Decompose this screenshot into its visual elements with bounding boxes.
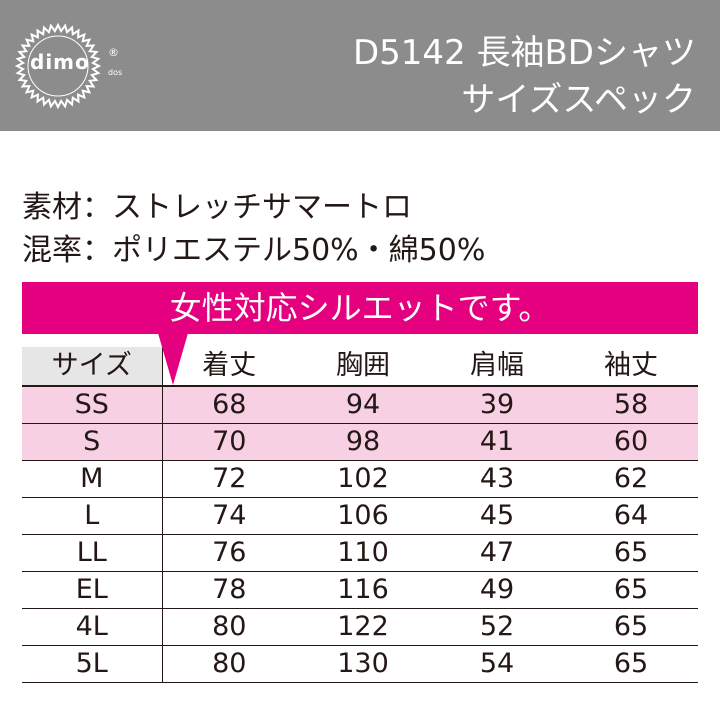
header-shoulder: 肩幅	[430, 347, 564, 387]
cell-shoulder: 45	[430, 497, 564, 535]
cell-length: 80	[162, 645, 296, 683]
cell-sleeve: 65	[564, 571, 698, 609]
cell-chest: 98	[296, 423, 430, 461]
cell-chest: 110	[296, 534, 430, 572]
table-row: S 70 98 41 60	[22, 423, 698, 461]
header-size: サイズ	[22, 347, 163, 387]
page-subtitle: サイズスペック	[461, 80, 696, 120]
cell-chest: 130	[296, 645, 430, 683]
header-bar: dimo ® dos D5142 長袖BDシャツ サイズスペック	[0, 0, 720, 131]
table-row: 5L 80 130 54 65	[22, 645, 698, 683]
cell-length: 68	[162, 386, 296, 424]
banner-pointer-icon	[158, 333, 188, 385]
cell-length: 74	[162, 497, 296, 535]
cell-chest: 94	[296, 386, 430, 424]
cell-shoulder: 39	[430, 386, 564, 424]
cell-chest: 106	[296, 497, 430, 535]
product-title: D5142 長袖BDシャツ	[352, 33, 696, 73]
cell-sleeve: 65	[564, 608, 698, 646]
cell-length: 78	[162, 571, 296, 609]
size-spec-table: サイズ 着丈 胸囲 肩幅 袖丈 SS 68 94 39 58 S 70 98 41 60 M 72 10…	[22, 347, 698, 683]
cell-sleeve: 62	[564, 460, 698, 498]
cell-size: L	[22, 497, 163, 535]
cell-size: EL	[22, 571, 163, 609]
cell-size: 5L	[22, 645, 163, 683]
cell-length: 80	[162, 608, 296, 646]
cell-size: 4L	[22, 608, 163, 646]
cell-shoulder: 41	[430, 423, 564, 461]
brand-sub: dos	[108, 68, 123, 77]
cell-length: 70	[162, 423, 296, 461]
cell-length: 72	[162, 460, 296, 498]
cell-shoulder: 43	[430, 460, 564, 498]
cell-chest: 122	[296, 608, 430, 646]
cell-sleeve: 58	[564, 386, 698, 424]
cell-shoulder: 54	[430, 645, 564, 683]
cell-sleeve: 64	[564, 497, 698, 535]
header-chest: 胸囲	[296, 347, 430, 387]
table-row: SS 68 94 39 58	[22, 386, 698, 424]
cell-shoulder: 49	[430, 571, 564, 609]
composition-text: 混率：ポリエステル50%・綿50%	[22, 233, 486, 268]
brand-registered-mark: ®	[108, 46, 119, 59]
table-header-row: サイズ 着丈 胸囲 肩幅 袖丈	[22, 347, 698, 387]
cell-length: 76	[162, 534, 296, 572]
cell-size: SS	[22, 386, 163, 424]
dimo-logo-gear-icon	[14, 22, 102, 110]
table-row: LL 76 110 47 65	[22, 534, 698, 572]
cell-size: S	[22, 423, 163, 461]
brand-name: dimo	[30, 50, 90, 74]
cell-sleeve: 65	[564, 534, 698, 572]
cell-sleeve: 60	[564, 423, 698, 461]
table-row: EL 78 116 49 65	[22, 571, 698, 609]
table-row: M 72 102 43 62	[22, 460, 698, 498]
header-length: 着丈	[162, 347, 296, 387]
banner-text: 女性対応シルエットです。	[169, 289, 551, 327]
silhouette-banner: 女性対応シルエットです。	[22, 282, 698, 334]
cell-sleeve: 65	[564, 645, 698, 683]
table-row: 4L 80 122 52 65	[22, 608, 698, 646]
cell-shoulder: 52	[430, 608, 564, 646]
material-text: 素材：ストレッチサマートロ	[22, 190, 412, 225]
cell-chest: 116	[296, 571, 430, 609]
header-sleeve: 袖丈	[564, 347, 698, 387]
table-row: L 74 106 45 64	[22, 497, 698, 535]
cell-chest: 102	[296, 460, 430, 498]
cell-shoulder: 47	[430, 534, 564, 572]
cell-size: M	[22, 460, 163, 498]
cell-size: LL	[22, 534, 163, 572]
